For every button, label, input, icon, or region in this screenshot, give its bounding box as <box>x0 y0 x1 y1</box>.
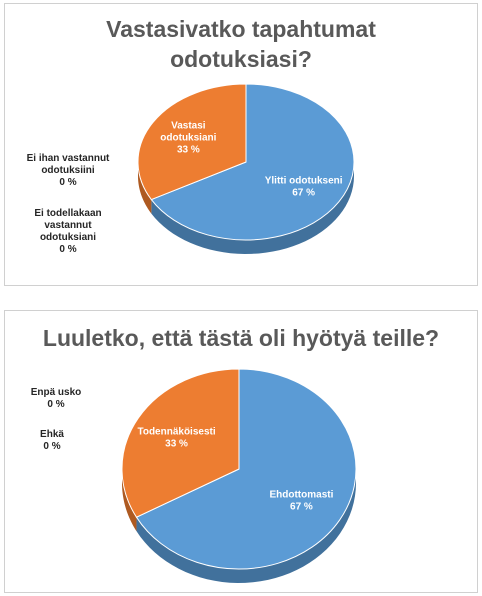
chart-title-line: odotuksiasi? <box>170 46 312 72</box>
slice-label-line: Todennäköisesti <box>137 426 215 437</box>
slice-label-line: Vastasi <box>171 120 206 131</box>
zero-slice-label: Enpä usko 0 % <box>31 387 82 410</box>
zero-slice-label-value: 0 % <box>59 177 76 188</box>
chart-title-line: Luuletko, että tästä oli hyötyä teille? <box>42 325 440 351</box>
slice-label-value: 33 % <box>165 438 188 449</box>
slice-label: Ehdottomasti 67 % <box>269 490 333 513</box>
pie-slice-side <box>151 162 354 254</box>
zero-slice-label: Ehkä 0 % <box>40 429 64 452</box>
zero-slice-label-line: Ei todellakaan <box>34 208 101 219</box>
pie-slice <box>150 83 355 241</box>
pie-slice-side <box>136 469 356 583</box>
chart-title: Vastasivatko tapahtumat odotuksiasi? <box>5 14 477 74</box>
slice-label-value: 67 % <box>290 502 313 513</box>
pie-slice <box>121 368 240 518</box>
zero-slice-label-line: Ehkä <box>40 429 64 440</box>
slice-label-line: Ylitti odotukseni <box>265 176 343 187</box>
slice-label-value: 67 % <box>292 188 315 199</box>
slice-label: Todennäköisesti 33 % <box>137 426 215 449</box>
pie-slice-side <box>122 469 137 532</box>
chart-title-line: Vastasivatko tapahtumat <box>106 16 376 42</box>
pie-chart: Ylitti odotukseni 67 %Vastasi odotuksiani 3… <box>27 83 355 255</box>
zero-slice-label-value: 0 % <box>43 441 60 452</box>
zero-slice-label-line: Ei ihan vastannut <box>27 153 110 164</box>
slice-label-value: 33 % <box>177 144 200 155</box>
pie-slice-side <box>138 162 152 214</box>
zero-slice-label-line: odotuksiani <box>40 232 96 243</box>
zero-slice-label: Ei ihan vastannut odotuksiini 0 % <box>27 153 110 188</box>
zero-slice-label-line: odotuksiini <box>41 165 95 176</box>
zero-slice-label: Ei todellakaan vastannut odotuksiani 0 % <box>34 208 101 255</box>
zero-slice-label-value: 0 % <box>47 399 64 410</box>
chart-panel-usefulness: Luuletko, että tästä oli hyötyä teille? … <box>4 310 478 593</box>
slice-label-line: odotuksiani <box>160 132 216 143</box>
zero-slice-label-line: vastannut <box>44 220 92 231</box>
slice-label: Vastasi odotuksiani 33 % <box>160 120 216 155</box>
pie-slice <box>137 83 247 201</box>
slice-label-line: Ehdottomasti <box>269 490 333 501</box>
chart-title: Luuletko, että tästä oli hyötyä teille? <box>5 323 477 353</box>
pie-slice <box>135 368 357 570</box>
zero-slice-label-line: Enpä usko <box>31 387 82 398</box>
pie-chart: Ehdottomasti 67 % Todennäköisesti 33 % Enpä … <box>31 368 357 583</box>
zero-slice-label-value: 0 % <box>59 244 76 255</box>
slice-label: Ylitti odotukseni 67 % <box>265 176 343 199</box>
chart-panel-expectations: Vastasivatko tapahtumat odotuksiasi? Yli… <box>4 3 478 286</box>
